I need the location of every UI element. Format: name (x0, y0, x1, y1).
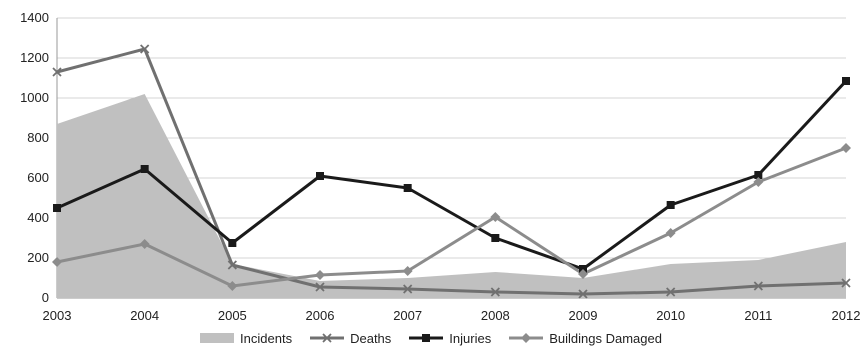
legend-swatch-injuries (409, 332, 444, 344)
legend-item-injuries: Injuries (409, 331, 491, 346)
deaths-point (490, 287, 500, 297)
y-tick-label: 1200 (20, 50, 49, 65)
legend-swatch-buildings-damaged (509, 332, 544, 344)
buildings-damaged-point (52, 257, 62, 267)
y-tick-label: 600 (27, 170, 49, 185)
buildings-damaged-point (665, 228, 676, 238)
injuries-point (666, 201, 675, 209)
buildings-damaged-point (227, 281, 238, 291)
injuries-line (56, 79, 848, 271)
deaths-point (841, 278, 851, 288)
injuries-point (228, 239, 237, 247)
buildings-damaged-point (139, 239, 150, 249)
x-tick-label: 2003 (43, 308, 72, 323)
y-tick-label: 200 (27, 250, 49, 265)
injuries-point (140, 165, 149, 173)
buildings-damaged-point (402, 266, 413, 276)
deaths-point (315, 282, 325, 292)
buildings-damaged-point (753, 177, 764, 187)
x-tick-label: 2010 (656, 308, 685, 323)
y-tick-label: 1400 (20, 10, 49, 25)
injuries-legend-point (422, 334, 431, 342)
x-tick-label: 2012 (832, 308, 861, 323)
legend-item-buildings-damaged: Buildings Damaged (509, 331, 662, 346)
x-tick-label: 2004 (130, 308, 159, 323)
x-axis-ticks: 2003 2004 2005 2006 2007 2008 2009 2010 2011 2012 (43, 308, 861, 323)
buildings-damaged-point (578, 269, 588, 279)
lines-layer (56, 47, 848, 296)
legend-swatch-deaths (310, 332, 345, 344)
deaths-point (403, 284, 413, 294)
legend-label: Injuries (449, 330, 492, 346)
y-axis-ticks: 0 200 400 600 800 1000 1200 1400 (20, 10, 49, 305)
x-tick-label: 2008 (481, 308, 510, 323)
legend: Incidents Deaths Injuries Buildings Damaged (0, 327, 862, 349)
y-tick-label: 800 (27, 130, 49, 145)
injuries-point (842, 77, 850, 85)
y-tick-label: 0 (42, 290, 49, 305)
injuries-point (491, 234, 500, 242)
deaths-line (56, 47, 847, 296)
legend-label: Deaths (350, 330, 392, 346)
markers-layer (52, 44, 851, 299)
injuries-point (53, 204, 61, 212)
buildings-damaged-point (841, 143, 851, 153)
x-tick-label: 2009 (569, 308, 598, 323)
x-tick-label: 2007 (393, 308, 422, 323)
legend-label: Buildings Damaged (549, 330, 662, 346)
incidents-area (57, 94, 846, 298)
deaths-point (52, 67, 62, 77)
legend-item-incidents: Incidents (200, 331, 292, 346)
buildings-damaged-line (56, 146, 847, 288)
y-tick-label: 400 (27, 210, 49, 225)
injuries-point (316, 172, 324, 180)
legend-item-deaths: Deaths (310, 331, 391, 346)
legend-swatch-incidents (200, 332, 235, 344)
injuries-point (754, 171, 763, 179)
buildings-damaged-legend-point (521, 333, 532, 343)
area-layer (57, 94, 846, 298)
deaths-point (140, 44, 150, 54)
deaths-point (666, 287, 676, 297)
deaths-point (753, 281, 763, 291)
x-tick-label: 2006 (306, 308, 335, 323)
deaths-point (227, 260, 237, 270)
injuries-point (403, 184, 412, 192)
x-tick-label: 2011 (744, 308, 772, 323)
legend-label: Incidents (240, 330, 293, 346)
deaths-legend-point (322, 333, 332, 343)
y-tick-label: 1000 (20, 90, 49, 105)
buildings-damaged-point (490, 212, 501, 222)
x-tick-label: 2005 (218, 308, 247, 323)
buildings-damaged-point (315, 270, 325, 280)
deaths-point (578, 289, 588, 299)
